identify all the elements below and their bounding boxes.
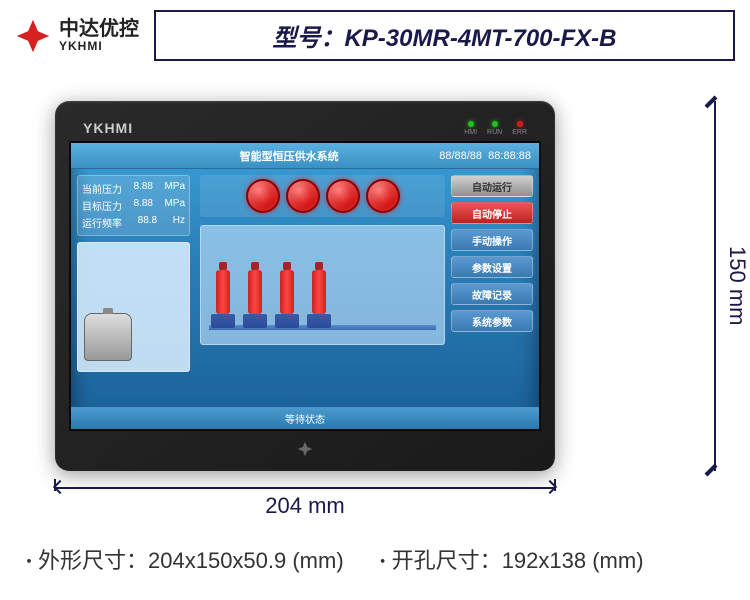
screen-title-bar: 智能型恒压供水系统 88/88/88 88:88:88 (71, 143, 539, 169)
led-err: ERR (512, 121, 527, 136)
screen-menu: 自动运行 自动停止 手动操作 参数设置 故障记录 系统参数 (449, 169, 539, 407)
dim-width-label: 204 mm (55, 493, 555, 519)
btn-system[interactable]: 系统参数 (451, 310, 533, 332)
led-run: RUN (487, 121, 502, 136)
indicator-3 (326, 179, 360, 213)
bezel-logo-icon (296, 440, 314, 458)
indicator-row (200, 175, 445, 217)
btn-auto-stop[interactable]: 自动停止 (451, 202, 533, 224)
hmi-screen: 智能型恒压供水系统 88/88/88 88:88:88 当前压力8.88MPa … (69, 141, 541, 431)
data-row-pressure-current: 当前压力8.88MPa (82, 180, 185, 197)
pump-row (200, 225, 445, 345)
screen-footer: 等待状态 (71, 407, 539, 429)
model-prefix: 型号： (272, 25, 344, 52)
data-row-pressure-target: 目标压力8.88MPa (82, 197, 185, 214)
led-hmi: HMI (464, 121, 477, 136)
screen-mid-panel (196, 169, 449, 407)
header: 中达优控 YKHMI 型号：KP-30MR-4MT-700-FX-B (0, 0, 750, 71)
screen-datetime: 88/88/88 88:88:88 (439, 150, 531, 162)
screen-left-panel: 当前压力8.88MPa 目标压力8.88MPa 运行频率88.8Hz (71, 169, 196, 407)
status-leds: HMI RUN ERR (464, 121, 527, 136)
bezel-top: YKHMI HMI RUN ERR (69, 115, 541, 141)
btn-manual[interactable]: 手动操作 (451, 229, 533, 251)
device-diagram: YKHMI HMI RUN ERR 智能型恒压供水系统 88/88/88 88:… (55, 101, 695, 471)
model-bar: 型号：KP-30MR-4MT-700-FX-B (154, 10, 735, 61)
btn-auto-run[interactable]: 自动运行 (451, 175, 533, 197)
btn-params[interactable]: 参数设置 (451, 256, 533, 278)
bezel-bottom (69, 435, 541, 463)
bezel-brand: YKHMI (83, 120, 133, 136)
tank-icon (84, 313, 132, 361)
pump-2 (241, 270, 269, 340)
spec-outer: ・外形尺寸：204x150x50.9 (mm) (20, 543, 344, 575)
logo-text-cn: 中达优控 (59, 18, 139, 40)
data-row-frequency: 运行频率88.8Hz (82, 214, 185, 231)
pump-1 (209, 270, 237, 340)
dim-height-label: 150 mm (724, 246, 750, 325)
spec-cutout: ・开孔尺寸：192x138 (mm) (374, 543, 644, 575)
pump-3 (273, 270, 301, 340)
indicator-2 (286, 179, 320, 213)
tank-graphic (77, 242, 190, 372)
indicator-4 (366, 179, 400, 213)
logo-icon (15, 18, 51, 54)
dimension-height: 150 mm (714, 101, 750, 471)
indicator-1 (246, 179, 280, 213)
model-value: KP-30MR-4MT-700-FX-B (344, 25, 616, 52)
screen-title: 智能型恒压供水系统 (240, 148, 339, 164)
hmi-device: YKHMI HMI RUN ERR 智能型恒压供水系统 88/88/88 88:… (55, 101, 555, 471)
data-panel: 当前压力8.88MPa 目标压力8.88MPa 运行频率88.8Hz (77, 175, 190, 236)
btn-faults[interactable]: 故障记录 (451, 283, 533, 305)
brand-logo: 中达优控 YKHMI (15, 18, 139, 54)
dimension-width: 204 mm (55, 479, 555, 519)
logo-text-en: YKHMI (59, 40, 139, 53)
pump-4 (305, 270, 333, 340)
spec-row: ・外形尺寸：204x150x50.9 (mm) ・开孔尺寸：192x138 (m… (20, 543, 730, 575)
